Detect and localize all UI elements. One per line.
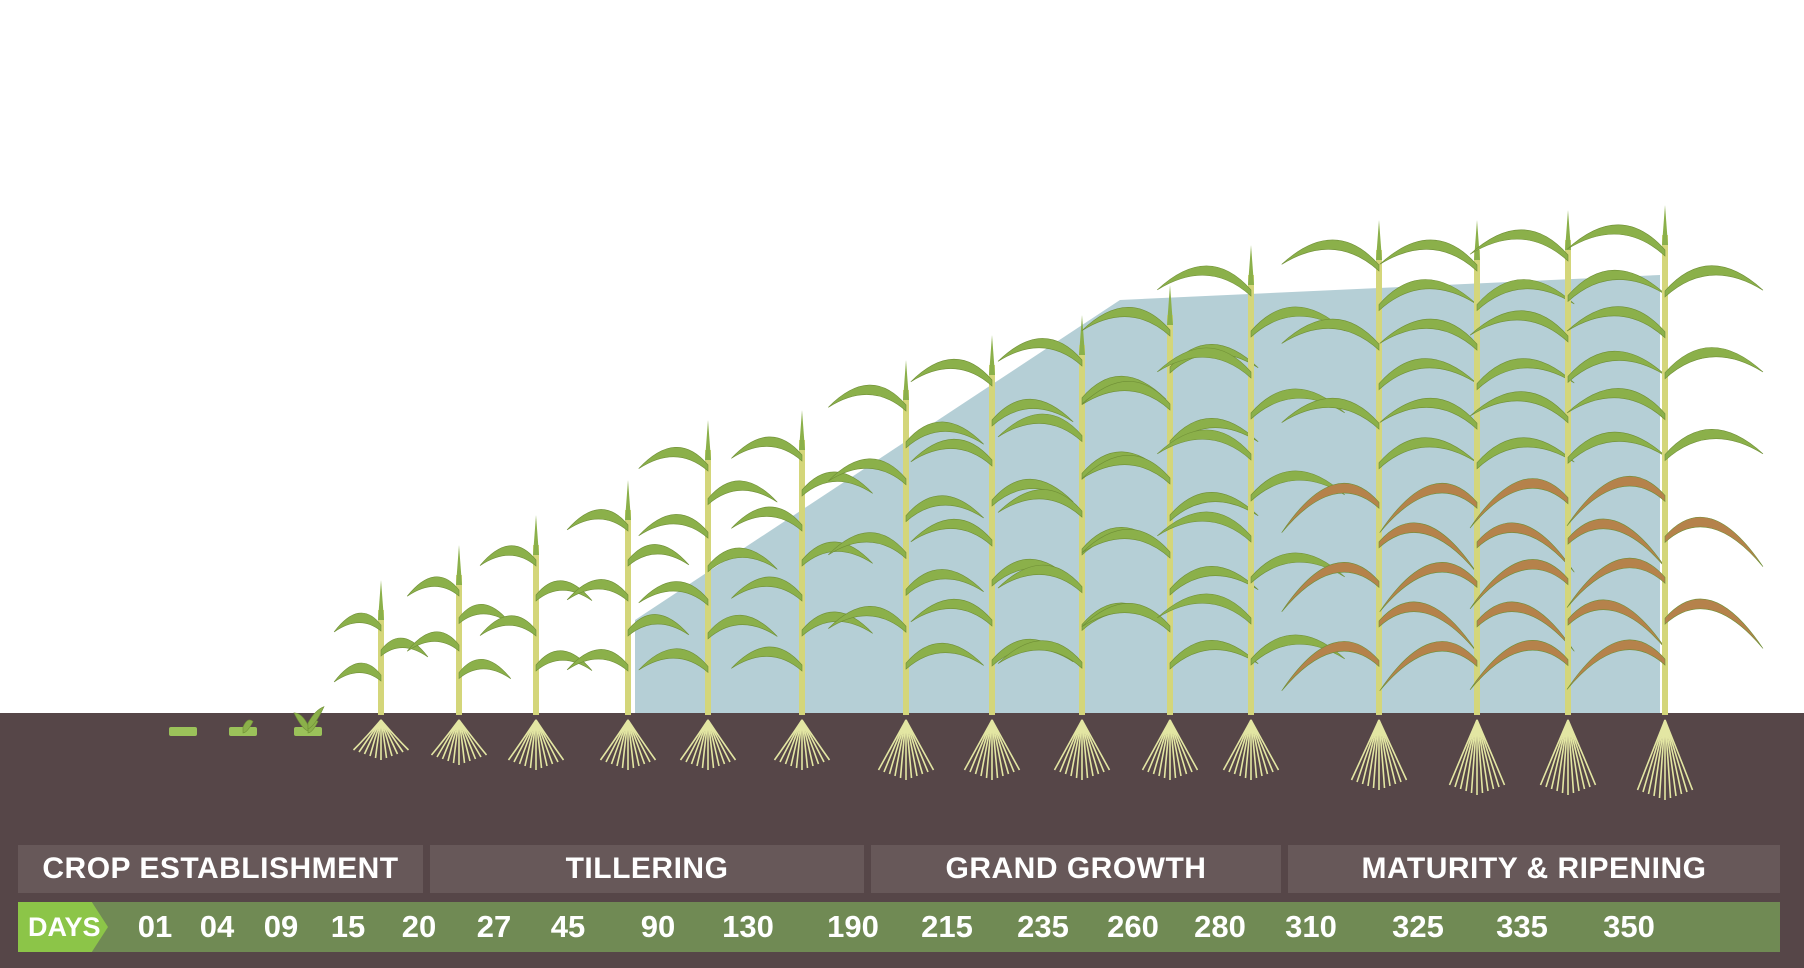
- day-label: 260: [1107, 909, 1159, 944]
- day-label: 20: [401, 909, 437, 944]
- plant: [731, 410, 873, 770]
- day-label: 350: [1603, 909, 1655, 944]
- plants-layer: [169, 205, 1764, 800]
- day-label: 325: [1392, 909, 1444, 944]
- stage-crop-establishment: CROP ESTABLISHMENT: [18, 845, 423, 893]
- day-label: 335: [1496, 909, 1548, 944]
- day-label: 310: [1285, 909, 1337, 944]
- day-label: 190: [827, 909, 879, 944]
- day-label: 04: [199, 909, 235, 944]
- stage-maturity-ripening: MATURITY & RIPENING: [1288, 845, 1780, 893]
- day-label: 15: [330, 909, 366, 944]
- day-label: 280: [1194, 909, 1246, 944]
- day-label: 215: [921, 909, 973, 944]
- plant: [638, 420, 778, 770]
- plant: [1566, 205, 1764, 800]
- stage-tillering: TILLERING: [430, 845, 864, 893]
- day-label: 45: [550, 909, 586, 944]
- plant: [1081, 285, 1259, 780]
- stage-grand-growth: GRAND GROWTH: [871, 845, 1281, 893]
- days-label: DAYS: [18, 902, 108, 952]
- day-label: 235: [1017, 909, 1069, 944]
- plant: [479, 515, 593, 770]
- day-label: 09: [263, 909, 299, 944]
- plant: [566, 480, 690, 770]
- day-label: 90: [640, 909, 676, 944]
- day-label: 01: [137, 909, 173, 944]
- plant: [333, 580, 429, 760]
- plant: [169, 727, 197, 736]
- day-label: 27: [476, 909, 512, 944]
- plant: [828, 360, 984, 780]
- day-label: 130: [722, 909, 774, 944]
- plant: [406, 545, 512, 765]
- plant: [1156, 245, 1346, 780]
- plant: [1379, 220, 1575, 795]
- plant: [229, 719, 257, 736]
- plant: [293, 706, 325, 736]
- plant: [1281, 220, 1477, 790]
- plant: [1469, 210, 1667, 795]
- days-bar: [18, 902, 1780, 952]
